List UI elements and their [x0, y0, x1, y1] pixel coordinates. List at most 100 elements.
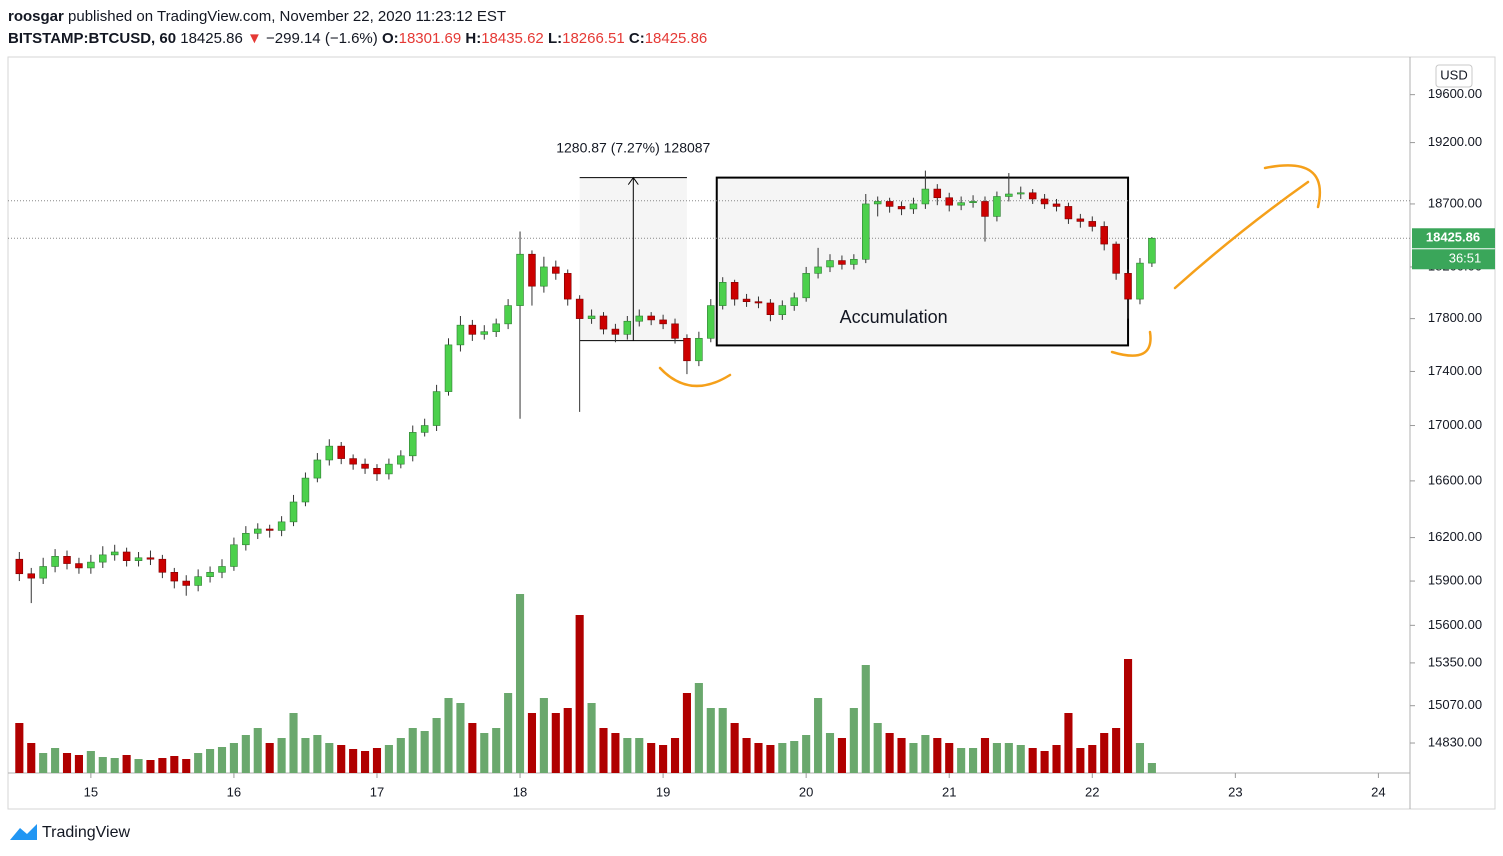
candle-body [838, 260, 846, 265]
volume-bar [384, 745, 393, 773]
y-tick-label: 19600.00 [1428, 86, 1482, 101]
candle-body [695, 337, 703, 362]
h-label: H: [465, 30, 482, 47]
y-tick-label: 17000.00 [1428, 417, 1482, 432]
volume-bar [754, 743, 763, 773]
volume-bar [802, 735, 811, 773]
volume-bar [670, 738, 680, 773]
countdown-box [1412, 249, 1495, 270]
down-arrow: ▼ [246, 30, 262, 47]
candle-body [790, 297, 798, 306]
volume-bar [694, 683, 703, 773]
candle-body [933, 188, 942, 199]
volume-bar [1123, 659, 1133, 773]
l-value: 18266.51 [562, 30, 625, 47]
volume-bar [527, 713, 537, 773]
volume-bar [849, 708, 858, 773]
volume-bar [1064, 713, 1073, 773]
candle-body [611, 328, 620, 335]
volume-bar [623, 738, 632, 773]
c-value: 18425.86 [644, 30, 708, 47]
candle-body [289, 501, 298, 523]
candle-body [39, 566, 47, 579]
volume-bar [706, 708, 715, 773]
volume-bar [539, 698, 548, 773]
volume-bar [825, 733, 835, 773]
volume-bar [86, 751, 95, 773]
y-tick-label: 19200.00 [1428, 134, 1482, 149]
volume-bar [575, 615, 584, 773]
candle-body [1040, 198, 1049, 205]
x-tick-label: 19 [656, 784, 670, 799]
candle-body [444, 344, 453, 392]
volume-bar [301, 738, 310, 773]
volume-bar [861, 665, 870, 773]
candle-body [230, 544, 238, 567]
volume-bar [170, 756, 179, 773]
volume-bar [134, 759, 143, 773]
candle-body [802, 273, 810, 299]
candle-body [659, 319, 667, 325]
volume-bar [39, 753, 48, 773]
volume-bar [182, 759, 191, 773]
volume-bar [1100, 733, 1109, 773]
candle-body [1148, 237, 1156, 264]
volume-bar [15, 723, 24, 773]
volume-bar [313, 735, 322, 773]
volume-bar [158, 758, 167, 773]
candle-body [754, 301, 763, 304]
volume-bar [122, 755, 131, 773]
candle-body [981, 201, 989, 217]
orange-curve [658, 366, 732, 388]
candle-body [158, 558, 167, 573]
candle-body [969, 201, 977, 203]
volume-bar [98, 757, 107, 773]
volume-bar [1016, 745, 1025, 773]
y-tick-label: 17400.00 [1428, 363, 1482, 378]
y-tick-label: 16200.00 [1428, 529, 1482, 544]
volume-bar [480, 733, 489, 773]
volume-bar [718, 708, 727, 773]
volume-bar [778, 743, 787, 773]
candle-body [540, 266, 548, 287]
candle-body [337, 445, 345, 459]
measure-label: 1280.87 (7.27%) 128087 [556, 139, 710, 155]
volume-bar [361, 751, 370, 773]
y-tick-label: 17800.00 [1428, 310, 1482, 325]
volume-bar [837, 738, 846, 773]
volume-bar [194, 753, 203, 773]
o-label: O: [381, 30, 399, 47]
volume-bar [969, 748, 978, 773]
candle-body [432, 391, 441, 426]
box-label: Accumulation [840, 307, 948, 327]
candle-body [51, 556, 59, 567]
candle-body [1100, 226, 1108, 245]
orange-curve [1110, 330, 1152, 357]
candle-body [15, 558, 24, 575]
volume-bar [551, 713, 560, 773]
currency-box [1435, 64, 1473, 88]
candle-body [504, 305, 512, 325]
x-tick-label: 23 [1228, 784, 1242, 799]
volume-bar [253, 728, 262, 773]
y-tick-label: 15900.00 [1428, 572, 1482, 587]
candle-body [873, 201, 882, 205]
candle-body [420, 425, 429, 433]
y-tick-label: 15600.00 [1428, 617, 1482, 632]
candle-body [27, 573, 35, 579]
candle-body [575, 298, 584, 319]
candle-body [885, 201, 894, 207]
last-price-label: 18425.86 [1426, 230, 1480, 245]
volume-bar [51, 748, 60, 773]
volume-bar [587, 703, 596, 773]
volume-bar [372, 748, 382, 773]
candle-body [242, 532, 250, 546]
candle-body [826, 260, 834, 268]
candle-body [480, 331, 489, 335]
volume-bar [1088, 745, 1097, 773]
candle-body [778, 305, 787, 315]
published: published on TradingView.com, November 2… [68, 8, 507, 25]
candle-body [468, 324, 477, 335]
